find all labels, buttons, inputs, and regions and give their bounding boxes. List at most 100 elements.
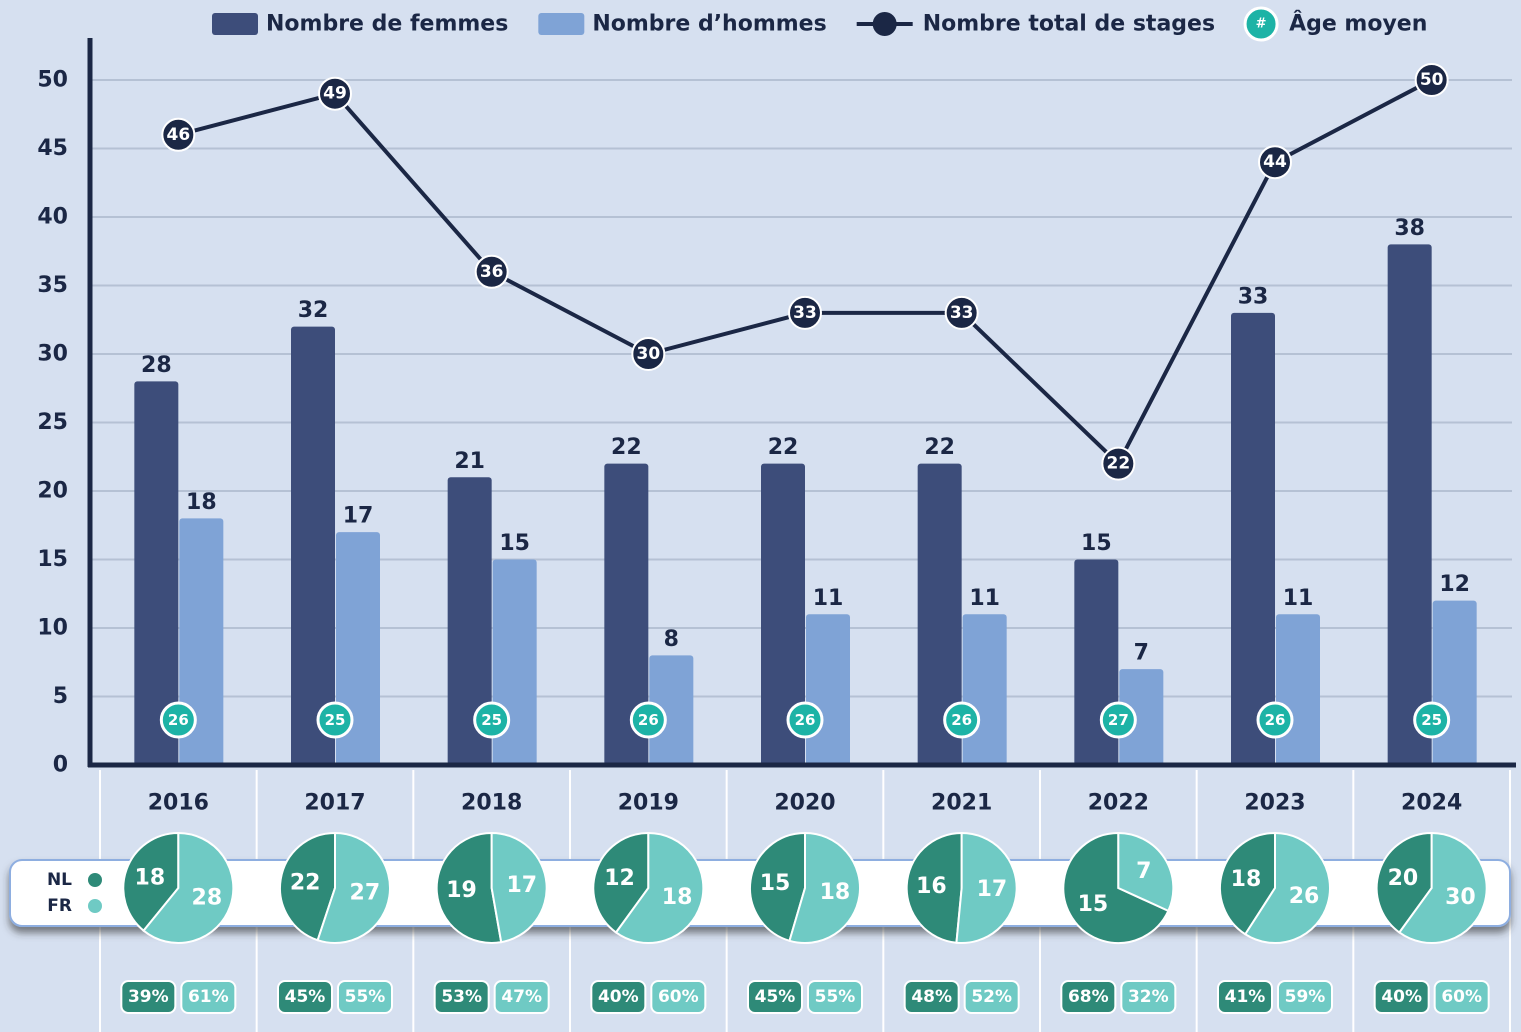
pie-slice — [1062, 831, 1170, 944]
bar — [761, 463, 805, 765]
share-label: 48% — [911, 987, 952, 1007]
bar-value-label: 33 — [1238, 284, 1269, 309]
legend-dot — [872, 12, 897, 36]
bar — [649, 655, 694, 765]
bar-value-label: 12 — [1439, 572, 1470, 597]
legend-badge — [1243, 6, 1279, 42]
pie-slice — [142, 831, 235, 944]
share-label: 68% — [1068, 987, 1109, 1007]
y-tick-label: 0 — [53, 753, 68, 778]
bar-value-label: 11 — [969, 586, 1000, 611]
share-badge — [493, 980, 550, 1014]
legend-label: Âge moyen — [1289, 11, 1427, 37]
pie-slice — [435, 831, 503, 944]
bar — [604, 463, 649, 765]
bar — [447, 477, 492, 765]
x-tick-label: 2020 — [774, 791, 835, 816]
bar-value-label: 7 — [1134, 641, 1149, 666]
x-tick-label: 2018 — [461, 791, 522, 816]
share-label: 61% — [188, 987, 229, 1007]
x-tick-label: 2021 — [931, 791, 992, 816]
legend-label: Nombre total de stages — [923, 12, 1215, 37]
pie-slice — [316, 831, 391, 944]
share-badge — [1217, 980, 1273, 1014]
pie-slice — [955, 831, 1018, 944]
x-tick-label: 2024 — [1401, 791, 1462, 816]
bar-value-label: 22 — [768, 435, 799, 460]
legend-swatch — [538, 13, 585, 35]
pie-label: 28 — [192, 886, 223, 911]
bar-value-label: 11 — [1283, 586, 1314, 611]
share-label: 60% — [1441, 987, 1482, 1007]
share-label: 52% — [971, 987, 1012, 1007]
legend-label: Nombre d’hommes — [592, 12, 826, 37]
line-point — [944, 295, 979, 330]
line-point-label: 36 — [480, 262, 504, 282]
pie-slice — [1375, 831, 1433, 934]
line-point — [1414, 63, 1449, 97]
pie-slice — [592, 831, 650, 934]
pie-label: 19 — [446, 878, 477, 903]
pie-label: 26 — [1289, 884, 1320, 909]
share-badge — [1060, 980, 1117, 1014]
share-label: 45% — [285, 987, 326, 1007]
y-tick-label: 25 — [37, 410, 68, 435]
share-label: 60% — [658, 987, 699, 1007]
pie-label: 15 — [760, 871, 791, 896]
pie-label: 16 — [916, 874, 947, 899]
line-point-label: 50 — [1420, 70, 1444, 90]
share-badge — [650, 980, 707, 1014]
x-tick-label: 2016 — [148, 791, 209, 816]
bar — [179, 518, 224, 765]
bar — [291, 326, 335, 765]
bar-value-label: 18 — [186, 490, 217, 515]
bar-value-label: 8 — [664, 627, 679, 652]
share-badge — [747, 980, 803, 1014]
pie-slice — [1397, 831, 1488, 944]
age-badge-label: 26 — [168, 711, 189, 729]
pie-label: 17 — [977, 877, 1008, 902]
line-point-label: 33 — [793, 303, 817, 323]
share-badge — [277, 980, 333, 1014]
line-point — [1258, 145, 1292, 180]
pie-slice — [1243, 831, 1331, 944]
share-label: 40% — [1381, 987, 1422, 1007]
line-point — [788, 295, 822, 330]
pie-slice — [1117, 831, 1175, 913]
bar-value-label: 22 — [924, 435, 955, 460]
bar-value-label: 28 — [141, 353, 172, 378]
pie-label: 18 — [1231, 867, 1262, 892]
age-badge — [316, 701, 354, 739]
bar — [1231, 312, 1275, 765]
pie-label: 18 — [820, 880, 851, 905]
pie-legend-label: NL — [47, 870, 72, 890]
bar-value-label: 17 — [343, 504, 374, 529]
line-point — [631, 337, 666, 371]
share-badge — [1373, 980, 1430, 1014]
age-badge — [1099, 701, 1137, 739]
pie-slice — [122, 831, 180, 933]
bar-value-label: 22 — [611, 435, 642, 460]
pie-slice — [905, 831, 963, 944]
share-badge — [120, 980, 177, 1014]
y-tick-label: 35 — [37, 273, 68, 298]
pie-label: 22 — [290, 871, 321, 896]
pie-legend-dot — [88, 899, 102, 913]
share-label: 47% — [501, 987, 542, 1007]
legend-badge-symbol: # — [1256, 17, 1267, 32]
share-badge — [1120, 980, 1177, 1014]
y-tick-label: 15 — [37, 547, 68, 572]
age-badge-label: 26 — [951, 711, 972, 729]
pie-label: 30 — [1445, 885, 1476, 910]
age-badge-label: 26 — [638, 711, 659, 729]
line-point-label: 46 — [166, 125, 190, 145]
age-badge — [943, 701, 981, 739]
age-badge — [786, 701, 824, 739]
share-label: 59% — [1285, 987, 1326, 1007]
x-tick-label: 2017 — [304, 791, 365, 816]
age-badge — [473, 701, 511, 739]
age-badge-label: 26 — [1265, 711, 1286, 729]
share-label: 45% — [755, 987, 796, 1007]
share-label: 32% — [1128, 987, 1169, 1007]
